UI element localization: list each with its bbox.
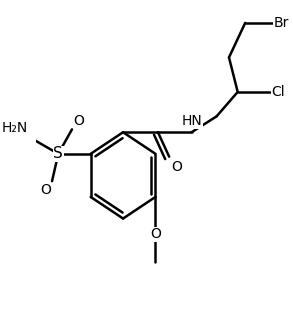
Text: S: S <box>53 146 63 161</box>
Text: O: O <box>40 183 51 196</box>
Text: O: O <box>150 227 161 242</box>
Text: Cl: Cl <box>271 85 285 99</box>
Text: HN: HN <box>181 114 202 128</box>
Text: Br: Br <box>274 16 289 30</box>
Text: O: O <box>172 160 183 174</box>
Text: H₂N: H₂N <box>2 121 28 135</box>
Text: O: O <box>73 114 84 128</box>
